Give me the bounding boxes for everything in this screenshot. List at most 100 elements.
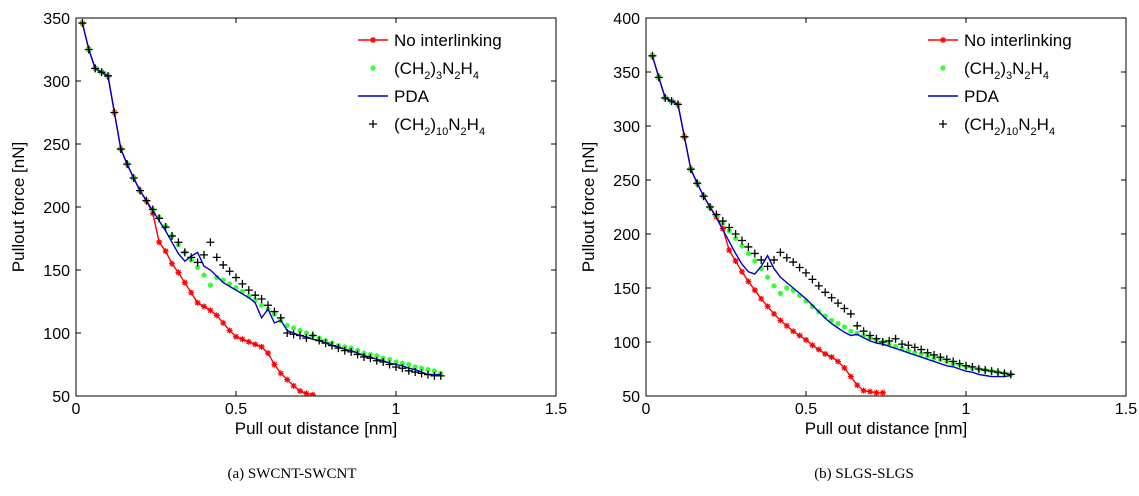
data-point: [949, 357, 958, 366]
plot-area: [648, 51, 1015, 396]
data-point: [732, 258, 739, 264]
data-point: [770, 255, 778, 264]
data-point: [930, 350, 938, 359]
data-point: [417, 369, 426, 378]
data-point: [923, 348, 932, 357]
chart-slgs: 0 0.5 1 1.5 50 100 150 200 250 300 350 400 Pull out …: [579, 11, 1137, 438]
data-point: [758, 295, 765, 302]
data-point: [803, 336, 809, 343]
data-point: [835, 358, 841, 365]
series-line: [81, 22, 313, 396]
data-point: [796, 332, 803, 339]
data-point: [393, 359, 399, 365]
data-point: [873, 389, 880, 396]
series-1: [79, 20, 444, 376]
y-tick-label: 350: [613, 65, 640, 82]
data-point: [898, 340, 906, 349]
data-point: [162, 248, 169, 255]
data-point: [809, 303, 816, 309]
data-point: [840, 304, 849, 313]
data-point: [847, 373, 854, 380]
data-point: [904, 341, 913, 350]
data-point: [745, 278, 752, 285]
x-tick-label: 1.5: [1115, 401, 1137, 418]
data-point: [712, 210, 721, 219]
data-point: [777, 290, 784, 296]
data-point: [309, 391, 316, 396]
data-point: [936, 353, 945, 362]
data-point: [771, 283, 777, 289]
data-point: [411, 368, 420, 377]
data-point: [212, 253, 221, 262]
data-point: [867, 388, 873, 395]
data-point: [238, 279, 247, 288]
data-point: [392, 363, 400, 372]
data-point: [258, 343, 265, 350]
data-point: [104, 71, 112, 80]
data-point: [918, 351, 924, 357]
data-point: [802, 268, 810, 277]
data-point: [308, 331, 317, 340]
data-point: [175, 269, 182, 276]
legend-label: PDA: [394, 87, 430, 106]
data-point: [674, 100, 682, 109]
data-point: [214, 274, 220, 281]
data-point: [739, 243, 745, 249]
data-point: [942, 355, 951, 364]
legend-marker: [939, 120, 947, 128]
data-point: [174, 238, 183, 247]
data-point: [193, 258, 202, 267]
caption-b: (b) SLGS-SLGS: [814, 466, 914, 482]
data-point: [739, 268, 745, 275]
data-point: [123, 160, 132, 169]
data-point: [699, 192, 708, 201]
data-point: [206, 238, 215, 247]
data-point: [962, 361, 970, 370]
data-point: [321, 339, 330, 348]
data-point: [201, 303, 207, 310]
data-point: [726, 247, 733, 254]
data-point: [252, 341, 259, 348]
data-point: [233, 333, 239, 340]
axes-box: [645, 17, 1127, 397]
legend: No interlinking (CH2)3N2H4 PDA (CH2)10N2H4: [358, 31, 502, 138]
data-point: [385, 360, 394, 369]
data-point: [265, 350, 271, 357]
x-tick-label: 1: [392, 401, 401, 418]
data-point: [387, 356, 393, 363]
series-0: [649, 52, 886, 396]
caption-a: (a) SWCNT-SWCNT: [227, 466, 357, 482]
data-point: [195, 264, 201, 271]
legend-label: No interlinking: [964, 31, 1072, 50]
y-tick-label: 150: [613, 281, 640, 298]
data-point: [917, 345, 926, 354]
data-point: [398, 364, 407, 373]
data-point: [271, 361, 278, 368]
data-point: [257, 294, 266, 303]
data-point: [821, 288, 830, 297]
data-point: [835, 321, 841, 327]
data-point: [1006, 370, 1015, 379]
data-point: [232, 273, 240, 282]
data-point: [686, 165, 695, 174]
data-point: [853, 321, 862, 330]
data-point: [188, 289, 195, 296]
data-point: [752, 258, 758, 264]
data-point: [169, 260, 175, 267]
data-point: [777, 317, 784, 324]
data-point: [334, 344, 343, 353]
data-point: [751, 287, 758, 294]
data-point: [207, 282, 213, 288]
legend-label: (CH2)3N2H4: [394, 59, 479, 82]
data-point: [860, 387, 867, 394]
data-point: [291, 325, 297, 331]
data-point: [156, 239, 163, 246]
data-point: [239, 336, 246, 343]
series-3: [648, 51, 1015, 379]
data-point: [776, 248, 785, 257]
data-point: [226, 327, 233, 334]
data-point: [968, 362, 977, 371]
data-point: [347, 347, 356, 356]
y-axis-label: Pullout force [nN]: [579, 142, 598, 272]
